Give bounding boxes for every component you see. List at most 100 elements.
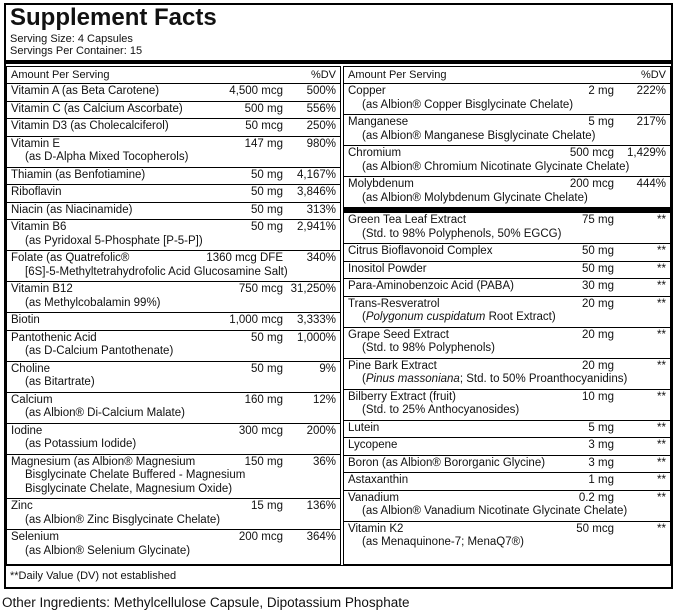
nutrient-group: Copper 2 mg 222% (as Albion® Copper Bisglyc…: [344, 84, 670, 208]
nutrient-row: Vitamin D3 (as Cholecalciferol) 50 mcg 250…: [7, 119, 340, 137]
daily-value: **: [657, 456, 666, 469]
daily-value: 31,250%: [290, 283, 336, 295]
nutrient-row: Vitamin A (as Beta Carotene) 4,500 mcg 500…: [7, 84, 340, 102]
amount: 50 mcg: [576, 522, 614, 535]
source-text: Root Extract): [485, 311, 556, 323]
daily-value: 980%: [306, 137, 336, 150]
nutrient-row: Bilberry Extract (fruit) 10 mg ** (Std. to …: [344, 390, 670, 421]
daily-value: 12%: [312, 393, 336, 406]
nutrient-name: Niacin (as Niacinamide): [11, 203, 133, 216]
other-ingredients: Other Ingredients: Methylcellulose Capsu…: [2, 595, 410, 610]
daily-value: 9%: [319, 362, 336, 375]
nutrient-source: Bisglycinate Chelate, Magnesium Oxide): [25, 482, 233, 495]
nutrient-name: Pine Bark Extract: [348, 359, 437, 372]
amount: 2 mg: [588, 85, 614, 97]
nutrient-source: (as Albion® Molybdenum Glycinate Chelate…: [362, 191, 588, 204]
nutrient-name: Vitamin E: [11, 137, 61, 150]
nutrient-name: Inositol Powder: [348, 262, 427, 275]
amount: 4,500 mcg: [229, 85, 283, 97]
nutrient-name: Bilberry Extract (fruit): [348, 390, 456, 403]
nutrient-row: Pine Bark Extract 20 mg ** (Pinus massonian…: [344, 359, 670, 390]
nutrient-source: [6S]-5-Methyltetrahydrofolic Acid Glucos…: [25, 265, 288, 278]
nutrient-row: Vitamin B12 750 mcg 31,250% (as Methylcobal…: [7, 282, 340, 313]
daily-value: **: [657, 491, 666, 504]
nutrient-source: (as Potassium Iodide): [25, 438, 137, 450]
nutrient-row: Citrus Bioflavonoid Complex 50 mg **: [344, 244, 670, 262]
nutrient-name: Astaxanthin: [348, 474, 409, 486]
amount: 200 mcg: [238, 531, 283, 543]
nutrient-row: Magnesium (as Albion® Magnesium 150 mg 36%…: [7, 455, 340, 499]
nutrient-row: Vitamin K2 50 mcg ** (as Menaquinone-7; Men…: [344, 522, 670, 552]
nutrient-name: Selenium: [11, 531, 59, 543]
amount: 750 mcg: [238, 283, 283, 295]
source-text: ; Std. to 50% Proanthocyanidins): [459, 373, 628, 385]
nutrient-name: Iodine: [11, 424, 43, 437]
nutrient-row: Manganese 5 mg 217% (as Albion® Manganese B…: [344, 115, 670, 146]
amount: 500 mcg: [569, 147, 614, 159]
nutrient-name: Folate (as Quatrefolic®: [11, 252, 130, 264]
daily-value: **: [657, 390, 666, 403]
nutrient-name: Riboflavin: [11, 186, 62, 198]
amount: 20 mg: [582, 359, 614, 372]
nutrient-source: (as Albion® Selenium Glycinate): [25, 544, 191, 557]
nutrient-name: Chromium: [348, 147, 402, 159]
nutrient-row: Para-Aminobenzoic Acid (PABA) 30 mg **: [344, 279, 670, 297]
amount: 10 mg: [582, 390, 614, 403]
nutrient-name: Vitamin B12: [11, 283, 73, 295]
daily-value: 36%: [312, 455, 336, 468]
nutrient-row: Choline 50 mg 9% (as Bitartrate): [7, 362, 340, 393]
amount: 50 mg: [251, 221, 283, 233]
nutrient-source: (Std. to 25% Anthocyanosides): [362, 404, 520, 416]
nutrient-source: (as Pyridoxal 5-Phosphate [P-5-P]): [25, 234, 203, 247]
daily-value: **: [657, 280, 666, 292]
daily-value: 2,941%: [296, 221, 336, 233]
daily-value: 3,846%: [296, 186, 336, 198]
nutrient-row: Zinc 15 mg 136% (as Albion® Zinc Bisglycina…: [7, 499, 340, 530]
header-dv: %DV: [640, 69, 666, 81]
amount: 50 mg: [251, 203, 283, 216]
nutrient-row: Copper 2 mg 222% (as Albion® Copper Bisglyc…: [344, 84, 670, 115]
daily-value: **: [657, 439, 666, 451]
nutrient-row: Inositol Powder 50 mg **: [344, 262, 670, 279]
nutrient-row: Iodine 300 mcg 200% (as Potassium Iodide): [7, 424, 340, 455]
nutrient-row: Selenium 200 mcg 364% (as Albion® Selenium …: [7, 530, 340, 560]
nutrient-name: Copper: [348, 85, 386, 97]
amount: 50 mg: [251, 168, 283, 181]
nutrient-source: (as Albion® Di-Calcium Malate): [25, 407, 185, 419]
nutrient-name: Vanadium: [348, 491, 399, 504]
nutrient-row: Astaxanthin 1 mg **: [344, 473, 670, 491]
nutrient-name: Trans-Resveratrol: [348, 297, 440, 310]
nutrient-row: Green Tea Leaf Extract 75 mg ** (Std. to 98…: [344, 213, 670, 244]
daily-value: 250%: [306, 120, 336, 132]
nutrient-row: Calcium 160 mg 12% (as Albion® Di-Calcium M…: [7, 393, 340, 424]
nutrient-source: (as Albion® Chromium Nicotinate Glycinat…: [362, 160, 630, 173]
amount: 50 mg: [251, 186, 283, 198]
amount: 500 mg: [244, 102, 283, 115]
nutrient-name: Vitamin C (as Calcium Ascorbate): [11, 102, 183, 115]
nutrient-row: Pantothenic Acid 50 mg 1,000% (as D-Calcium…: [7, 331, 340, 362]
nutrient-row: Grape Seed Extract 20 mg ** (Std. to 98% Po…: [344, 328, 670, 359]
nutrient-row: Niacin (as Niacinamide) 50 mg 313%: [7, 203, 340, 220]
daily-value: 200%: [306, 424, 336, 437]
daily-value: 444%: [636, 178, 666, 190]
amount: 200 mcg: [569, 178, 614, 190]
nutrient-row: Boron (as Albion® Bororganic Glycine) 3 m…: [344, 456, 670, 473]
nutrient-name: Pantothenic Acid: [11, 331, 97, 344]
daily-value: 500%: [306, 85, 336, 97]
nutrient-source: (as D-Alpha Mixed Tocopherols): [25, 151, 189, 163]
nutrient-source: (Std. to 98% Polyphenols, 50% EGCG): [362, 227, 562, 240]
amount: 1360 mcg DFE: [206, 252, 283, 264]
nutrient-row: Folate (as Quatrefolic® 1360 mcg DFE 340% […: [7, 251, 340, 282]
nutrient-row: Lycopene 3 mg **: [344, 438, 670, 456]
daily-value: 1,000%: [296, 331, 336, 344]
title: Supplement Facts: [10, 4, 217, 31]
amount: 15 mg: [251, 500, 283, 512]
amount: 30 mg: [582, 280, 614, 292]
column-header: Amount Per Serving %DV: [344, 67, 670, 84]
daily-value: 136%: [306, 500, 336, 512]
amount: 5 mg: [588, 421, 614, 434]
daily-value: 556%: [306, 102, 336, 115]
nutrient-name: Magnesium (as Albion® Magnesium: [11, 455, 196, 468]
daily-value: **: [657, 421, 666, 434]
daily-value: 217%: [636, 116, 666, 128]
